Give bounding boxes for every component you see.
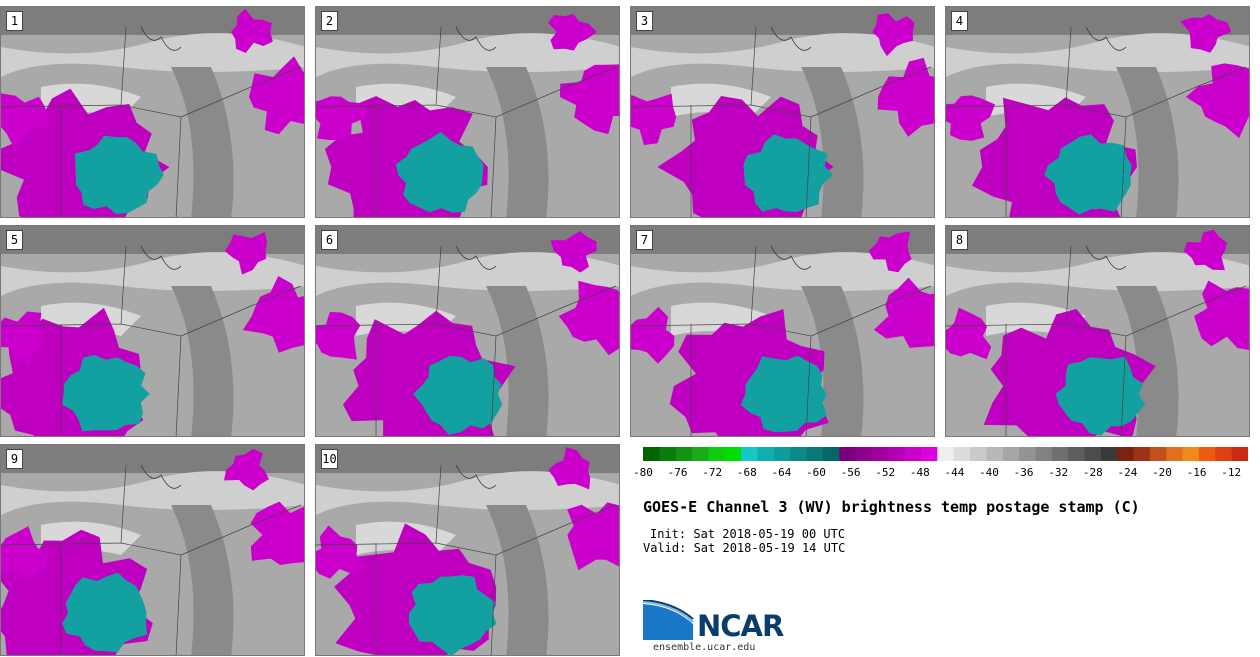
colorbar-ticks: -80 -76 -72 -68 -64 -60 -56 -52 -48 -44 -40 -36 -32-… [630,466,1260,482]
colorbar-swatch [1149,447,1167,461]
colorbar-swatch [970,447,987,461]
colorbar-tick-label: -52 [875,466,896,479]
colorbar-tick-label: -56 [840,466,861,479]
colorbar-swatch [839,447,857,461]
site-url: ensemble.ucar.edu [653,642,756,653]
colorbar-swatch [888,447,906,461]
postage-stamp-panel: 10 [315,444,620,656]
colorbar-swatch [1182,447,1200,461]
water-vapor-map [316,7,619,217]
colorbar-swatch [675,447,693,461]
ncar-logo-text: NCAR [697,609,784,643]
postage-stamp-panel: 2 [315,6,620,218]
ncar-logo-icon [643,600,694,640]
colorbar-swatch [773,447,791,461]
colorbar-tick-label: -76 [667,466,688,479]
valid-time: Valid: Sat 2018-05-19 14 UTC [643,541,846,555]
init-time: Init: Sat 2018-05-19 00 UTC [650,527,846,541]
panel-number: 4 [951,11,968,31]
panel-number: 1 [6,11,23,31]
colorbar-swatch [855,447,873,461]
panel-number: 8 [951,230,968,250]
colorbar-swatch [724,447,742,461]
colorbar-swatch [790,447,808,461]
colorbar-swatch [871,447,889,461]
colorbar [643,447,1248,461]
postage-stamp-panel: 7 [630,225,935,437]
colorbar-tick-label: -44 [944,466,965,479]
colorbar-swatch [1051,447,1069,461]
colorbar-swatch [708,447,726,461]
colorbar-swatch [659,447,677,461]
colorbar-swatch [822,447,840,461]
panel-number: 6 [321,230,338,250]
colorbar-swatch [986,447,1004,461]
colorbar-swatch [643,447,660,461]
water-vapor-map [631,7,934,217]
chart-title: GOES-E Channel 3 (WV) brightness temp po… [643,498,1140,516]
colorbar-swatch [1231,447,1248,461]
water-vapor-map [316,226,619,436]
colorbar-swatch [1133,447,1151,461]
panel-number: 5 [6,230,23,250]
colorbar-swatch [1100,447,1118,461]
colorbar-tick-label: -48 [909,466,930,479]
colorbar-tick-label: -64 [771,466,792,479]
colorbar-tick-label: -40 [979,466,999,479]
postage-stamp-panel: 4 [945,6,1250,218]
colorbar-tick-label: -16 [1186,466,1207,479]
colorbar-swatch [692,447,709,461]
water-vapor-map [1,7,304,217]
water-vapor-map [316,445,619,655]
colorbar-swatch [904,447,922,461]
colorbar-tick-label: -72 [702,466,723,479]
panel-number: 7 [636,230,653,250]
water-vapor-map [631,226,934,436]
postage-stamp-panel: 3 [630,6,935,218]
colorbar-swatch [1215,447,1233,461]
postage-stamp-panel: 1 [0,6,305,218]
colorbar-swatch [1002,447,1020,461]
panel-number: 10 [321,449,338,469]
panel-number: 9 [6,449,23,469]
colorbar-swatch [1117,447,1135,461]
colorbar-swatch [757,447,775,461]
colorbar-swatch [1068,447,1085,461]
colorbar-tick-label: -24 [1117,466,1138,479]
colorbar-swatch [953,447,971,461]
colorbar-swatch [1166,447,1184,461]
panel-number: 2 [321,11,338,31]
panel-number: 3 [636,11,653,31]
postage-stamp-panel: 8 [945,225,1250,437]
postage-stamp-panel: 9 [0,444,305,656]
colorbar-swatch [1084,447,1102,461]
colorbar-tick-label: -60 [806,466,826,479]
colorbar-tick-label: -12 [1221,466,1242,479]
colorbar-tick-label: -28 [1082,466,1103,479]
colorbar-swatch [1198,447,1216,461]
water-vapor-map [946,226,1249,436]
colorbar-swatch [741,447,758,461]
colorbar-tick-label: -68 [736,466,757,479]
colorbar-tick-label: -36 [1013,466,1034,479]
colorbar-swatch [806,447,824,461]
colorbar-tick-label: -32 [1048,466,1069,479]
colorbar-swatch [920,447,938,461]
colorbar-tick-label: -80 [633,466,653,479]
postage-stamp-panel: 6 [315,225,620,437]
water-vapor-map [1,445,304,655]
postage-stamp-panel: 5 [0,225,305,437]
water-vapor-map [946,7,1249,217]
colorbar-swatch [937,447,955,461]
colorbar-swatch [1019,447,1036,461]
colorbar-swatch [1035,447,1053,461]
water-vapor-map [1,226,304,436]
colorbar-tick-label: -20 [1152,466,1172,479]
